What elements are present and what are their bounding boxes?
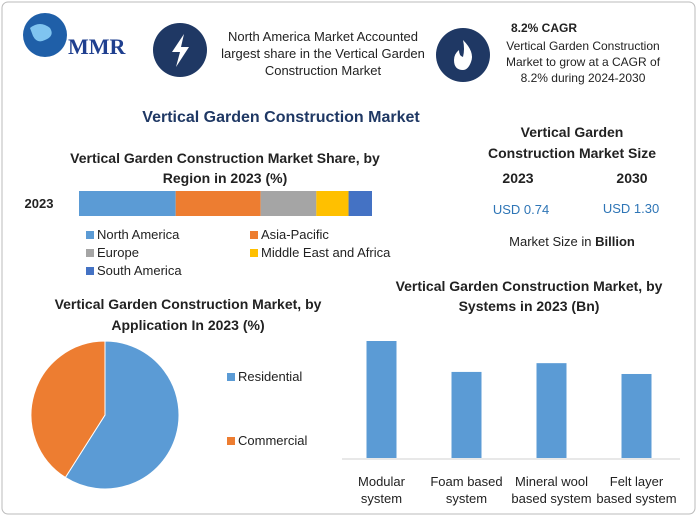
bolt-icon bbox=[172, 34, 189, 67]
category-label: 2023 bbox=[24, 196, 54, 211]
pie-slice bbox=[64, 340, 180, 490]
note-unit: Billion bbox=[595, 234, 635, 249]
cagr-text: Vertical Garden Construction Market to g… bbox=[505, 39, 661, 85]
legend-swatch bbox=[86, 231, 94, 239]
legend-label: Middle East and Africa bbox=[261, 245, 391, 260]
legend-swatch bbox=[86, 267, 94, 275]
legend-swatch bbox=[250, 231, 258, 239]
legend-swatch bbox=[227, 373, 235, 381]
cagr-title: 8.2% CAGR bbox=[511, 21, 578, 35]
size-value: USD 1.30 bbox=[602, 201, 660, 216]
chart-title: Vertical Garden Construction Market, by … bbox=[54, 296, 322, 333]
bar-segment bbox=[260, 191, 317, 216]
pie-slice bbox=[30, 340, 106, 479]
legend-swatch bbox=[227, 437, 235, 445]
chart-title: Vertical Garden Construction Market, by … bbox=[395, 278, 663, 314]
bar bbox=[536, 363, 567, 458]
legend-label: South America bbox=[97, 263, 182, 278]
legend-label: Europe bbox=[97, 245, 139, 260]
size-value: USD 0.74 bbox=[492, 202, 550, 217]
flame-icon bbox=[454, 40, 472, 70]
legend-label: North America bbox=[97, 227, 180, 242]
bar bbox=[366, 341, 397, 458]
legend-label: Commercial bbox=[238, 433, 308, 448]
x-tick-label: Foam based system bbox=[430, 474, 503, 506]
note-text: Market Size in bbox=[509, 234, 592, 249]
x-tick-label: Modular system bbox=[358, 474, 405, 506]
chart-title: Vertical Garden Construction Market Shar… bbox=[70, 150, 380, 186]
bar-segment bbox=[175, 191, 261, 216]
info-text: North America Market Accounted largest s… bbox=[221, 29, 425, 78]
logo: MMR bbox=[68, 34, 126, 59]
main-title: Vertical Garden Construction Market bbox=[142, 109, 420, 126]
bar-segment bbox=[316, 191, 349, 216]
legend-label: Residential bbox=[238, 369, 303, 384]
year: 2023 bbox=[502, 170, 534, 186]
bar-segment bbox=[79, 191, 176, 216]
globe-land bbox=[30, 24, 52, 42]
legend-swatch bbox=[250, 249, 258, 257]
icon-circle bbox=[436, 28, 490, 82]
bar bbox=[451, 371, 482, 458]
bar-segment bbox=[348, 191, 372, 216]
x-tick-label: Felt layer based system bbox=[596, 474, 677, 506]
legend-label: Asia-Pacific bbox=[261, 227, 329, 242]
year: 2030 bbox=[616, 170, 648, 186]
legend-swatch bbox=[86, 249, 94, 257]
bar bbox=[621, 373, 652, 458]
size-title: Vertical Garden Construction Market Size bbox=[487, 124, 657, 161]
size-note: Market Size in Billion bbox=[490, 233, 654, 250]
x-tick-label: Mineral wool based system bbox=[511, 474, 592, 506]
